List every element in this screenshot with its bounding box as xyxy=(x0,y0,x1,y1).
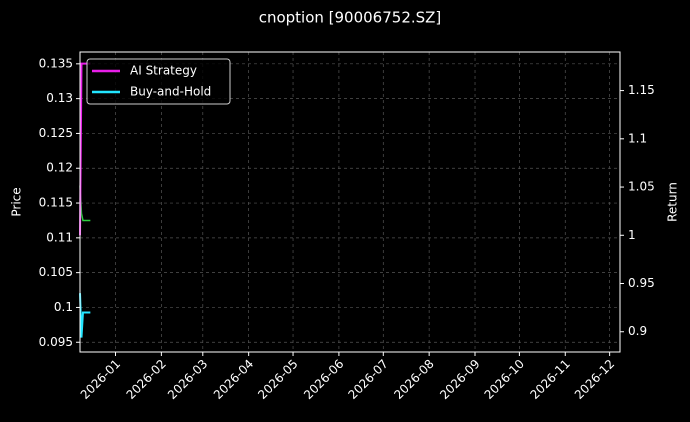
y-tick-label: 0.11 xyxy=(46,230,73,244)
y-tick-label: 0.1 xyxy=(54,300,73,314)
y2-tick-label: 1 xyxy=(628,228,636,242)
legend-label: AI Strategy xyxy=(130,64,197,78)
y2-tick-label: 0.9 xyxy=(628,324,647,338)
y2-tick-label: 0.95 xyxy=(628,276,655,290)
series-line xyxy=(79,293,91,338)
chart-title: cnoption [90006752.SZ] xyxy=(259,9,442,27)
legend: AI Strategy Buy-and-Hold xyxy=(86,58,231,105)
y-axis-label: Price xyxy=(10,187,24,216)
y2-axis-label: Return xyxy=(666,182,680,222)
y-tick-label: 0.135 xyxy=(39,56,73,70)
y-tick-label: 0.125 xyxy=(39,126,73,140)
y-tick-label: 0.105 xyxy=(39,265,73,279)
y-tick-label: 0.12 xyxy=(46,161,73,175)
legend-box xyxy=(86,58,231,105)
plot-frame xyxy=(79,51,621,353)
y-tick-label: 0.095 xyxy=(39,335,73,349)
y2-tick-label: 1.15 xyxy=(628,83,655,97)
legend-label: Buy-and-Hold xyxy=(130,85,211,99)
y2-tick-label: 1.05 xyxy=(628,180,655,194)
y2-tick-label: 1.1 xyxy=(628,131,647,145)
y-tick-label: 0.115 xyxy=(39,196,73,210)
y-tick-label: 0.13 xyxy=(46,91,73,105)
